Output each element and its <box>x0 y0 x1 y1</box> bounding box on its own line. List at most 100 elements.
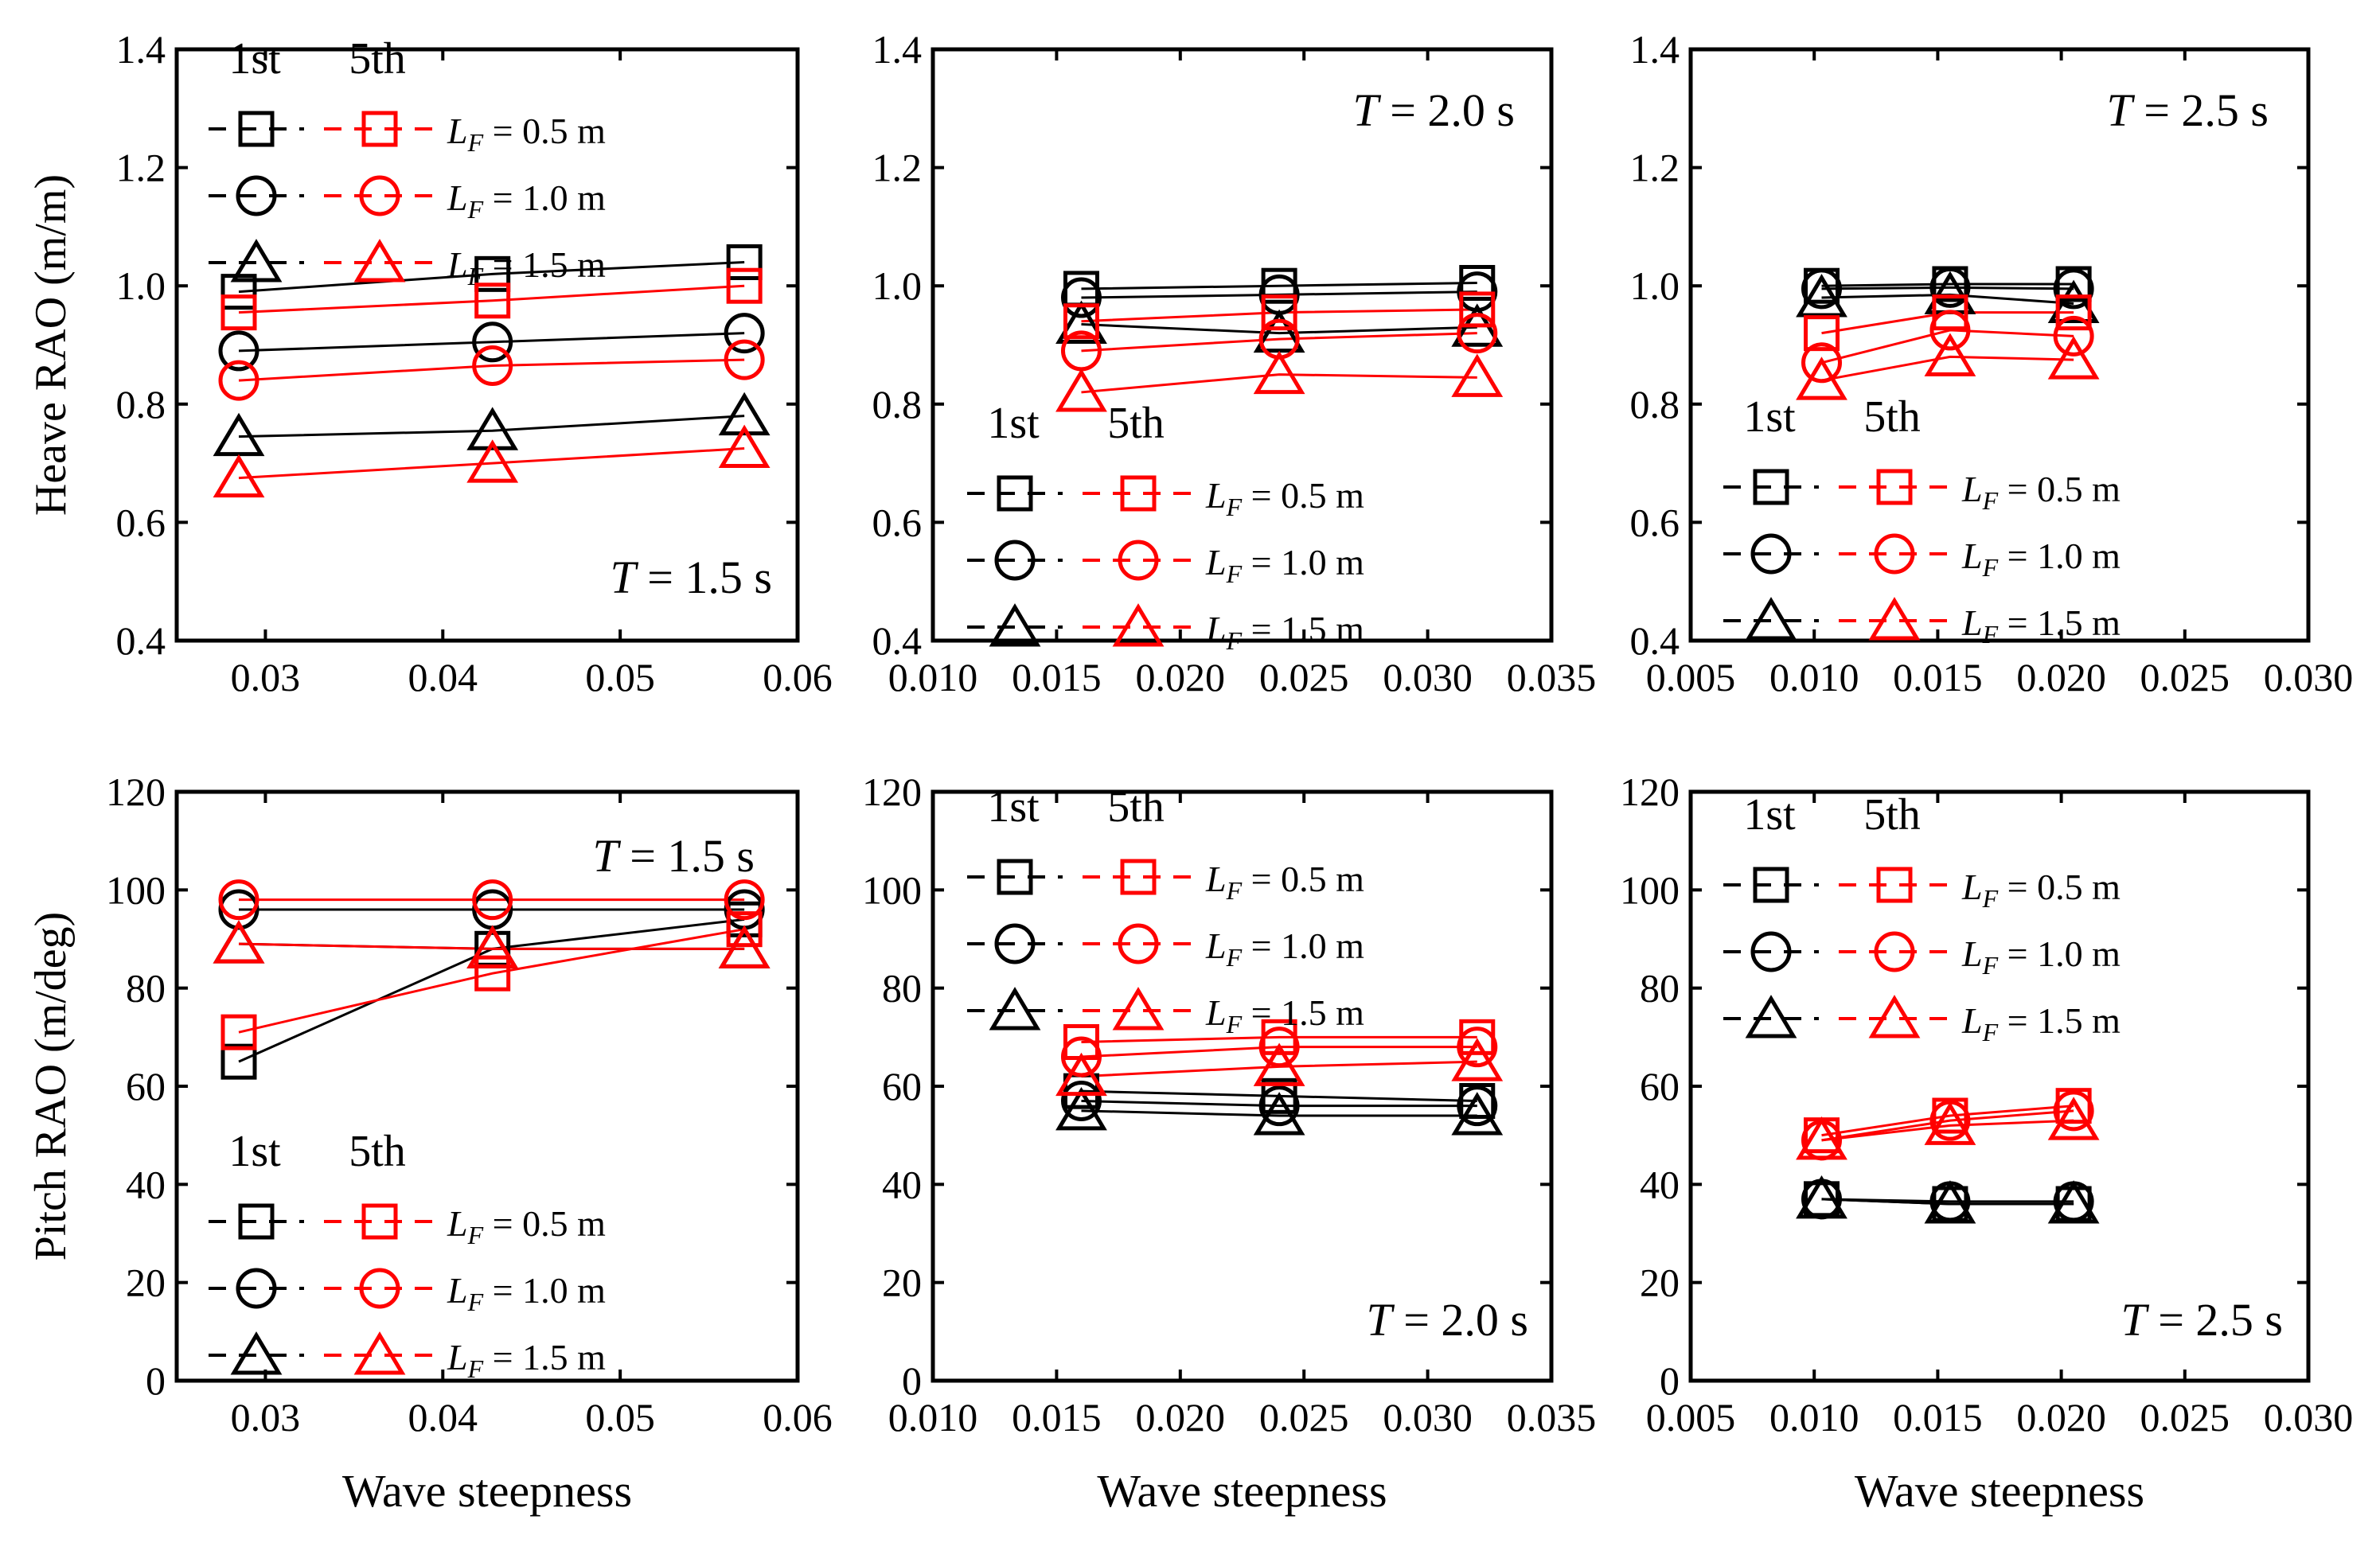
legend-header-1st: 1st <box>228 34 281 84</box>
legend-marker-1st-circle <box>994 540 1036 581</box>
legend-label-value: = 0.5 m <box>1998 867 2121 907</box>
data-point-5th-square <box>474 282 511 319</box>
series-line-1st-triangle <box>1821 1198 2074 1206</box>
data-point-5th-triangle <box>1055 1052 1107 1097</box>
y-tick-label: 0.6 <box>116 500 166 544</box>
data-point-5th-triangle <box>466 439 519 483</box>
legend-label: LF = 0.5 m <box>1205 475 1364 521</box>
x-tick-label: 0.025 <box>1259 655 1349 699</box>
x-tick-label: 0.015 <box>1893 1395 1983 1440</box>
x-tick-label: 0.035 <box>1507 1395 1597 1440</box>
y-tick-label: 1.4 <box>1630 27 1680 72</box>
data-point-5th-triangle <box>1253 1042 1305 1086</box>
x-axis-label: Wave steepness <box>1855 1465 2144 1517</box>
legend-marker-1st-square <box>238 111 275 147</box>
y-tick-label: 0.4 <box>116 618 166 663</box>
legend-label-symbol: L <box>1961 867 1983 907</box>
data-point-1st-circle <box>1457 1085 1498 1127</box>
data-point-5th-triangle <box>1924 333 1976 376</box>
legend-label: LF = 1.5 m <box>1961 1000 2121 1046</box>
legend-label-subscript: F <box>467 1288 484 1316</box>
data-point-5th-square <box>726 911 763 948</box>
series-line-1st-circle <box>1081 1100 1477 1108</box>
legend-marker-1st-triangle <box>989 603 1041 647</box>
data-point-1st-triangle <box>2047 1180 2100 1224</box>
data-point-5th-triangle <box>213 920 265 964</box>
period-label: T = 2.5 s <box>2121 1294 2283 1346</box>
series-lines <box>238 898 745 1063</box>
legend-label-subscript: F <box>1226 626 1243 655</box>
y-tick-label: 120 <box>106 770 166 814</box>
data-point-5th-square <box>1063 303 1099 340</box>
legend-label-subscript: F <box>1226 559 1243 588</box>
x-tick-label: 0.020 <box>1136 655 1226 699</box>
legend-header-5th: 5th <box>1107 782 1165 832</box>
period-symbol: T <box>592 830 621 882</box>
x-tick-label: 0.020 <box>1136 1395 1226 1440</box>
y-tick-label: 40 <box>1640 1162 1680 1206</box>
legend-marker-5th-circle <box>1118 540 1159 581</box>
legend-label-subscript: F <box>1982 1018 1999 1046</box>
data-point-5th-square <box>220 1014 257 1050</box>
data-point-5th-triangle <box>2047 336 2100 380</box>
y-tick-label: 0.8 <box>872 382 923 427</box>
x-tick-label: 0.03 <box>231 1395 301 1440</box>
legend-label: LF = 1.0 m <box>447 1270 606 1316</box>
y-tick-label: 80 <box>126 966 166 1011</box>
legend-label-value: = 1.0 m <box>483 177 606 218</box>
legend-header-1st: 1st <box>987 399 1040 448</box>
x-tick-label: 0.05 <box>585 655 655 699</box>
data-point-5th-circle <box>1258 1027 1300 1068</box>
legend-marker-1st-square <box>1753 469 1789 505</box>
legend-marker-1st-circle <box>1750 533 1792 575</box>
plot-frame <box>931 47 1554 643</box>
data-point-1st-circle <box>1060 277 1102 318</box>
data-point-1st-triangle <box>1253 309 1305 353</box>
legend-label: LF = 1.0 m <box>1961 933 2121 980</box>
panel-heave-t20: 0.4 0.6 0.8 1.0 1.2 1.4 0.010 0.015 0.020 0.025 0.… <box>872 27 1597 699</box>
legend-marker-5th-square <box>1120 859 1157 895</box>
y-tick-label: 0.8 <box>1630 382 1680 427</box>
y-tick-label: 1.0 <box>116 263 166 308</box>
legend-marker-5th-triangle <box>1868 597 1921 641</box>
legend-label-value: = 1.0 m <box>483 1270 606 1311</box>
legend-label-subscript: F <box>467 1221 484 1249</box>
legend-label: LF = 1.0 m <box>447 177 606 224</box>
x-tick-label: 0.010 <box>1769 655 1859 699</box>
data-point-5th-triangle <box>1451 353 1504 397</box>
legend-marker-5th-square <box>361 111 398 147</box>
legend-label: LF = 1.5 m <box>447 244 606 290</box>
y-tick-label: 0.6 <box>872 500 923 544</box>
data-point-5th-triangle <box>718 424 771 469</box>
y-tick-label: 1.2 <box>1630 146 1680 190</box>
series-line-5th-circle <box>1081 332 1477 353</box>
period-symbol: T <box>2106 84 2135 136</box>
x-tick-label: 0.015 <box>1012 655 1102 699</box>
x-tick-label: 0.005 <box>1646 1395 1736 1440</box>
legend-label-symbol: L <box>447 1337 468 1377</box>
legend-label-symbol: L <box>1205 992 1227 1033</box>
plot-frame <box>1688 47 2311 643</box>
legend-label-subscript: F <box>467 128 484 157</box>
data-point-5th-triangle <box>213 454 265 498</box>
period-value: = 1.5 s <box>618 830 755 882</box>
y-tick-label: 100 <box>106 867 166 912</box>
data-point-5th-square <box>1932 294 1968 331</box>
panel-heave-t25: 0.4 0.6 0.8 1.0 1.2 1.4 0.005 0.010 0.015 0.020 0.… <box>1630 27 2354 699</box>
series-markers <box>1796 266 2100 400</box>
series-line-1st-square <box>1821 282 2074 287</box>
y-tick-label: 20 <box>882 1261 922 1305</box>
period-symbol: T <box>1366 1294 1395 1346</box>
data-point-1st-triangle <box>1796 274 1847 318</box>
x-tick-label: 0.025 <box>2140 1395 2230 1440</box>
period-symbol: T <box>1352 84 1381 136</box>
panel-pitch-t15: 0 20 40 60 80 100 120 0.03 0.04 0.05 0.06 Pitch RAO… <box>26 770 833 1517</box>
data-point-5th-triangle <box>1451 1038 1504 1081</box>
data-point-5th-circle <box>218 879 259 921</box>
legend-label-symbol: L <box>447 244 468 285</box>
legend-label-symbol: L <box>447 177 468 218</box>
legend-label: LF = 0.5 m <box>1205 859 1364 905</box>
